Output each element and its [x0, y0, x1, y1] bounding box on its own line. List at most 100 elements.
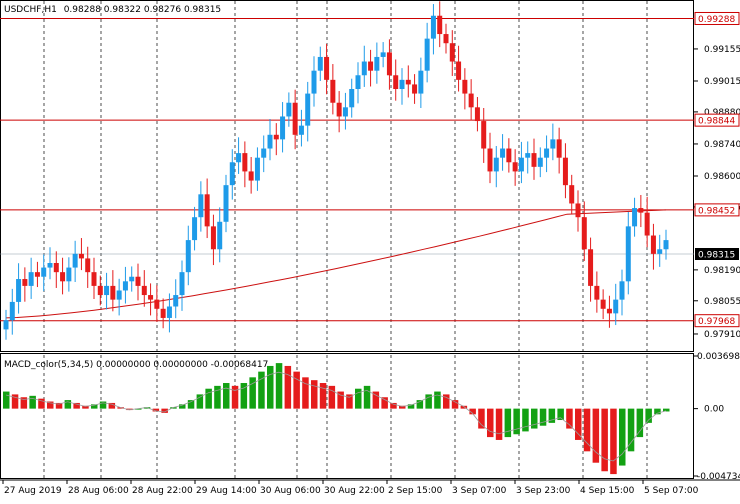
candle-body [292, 102, 298, 135]
level-price-tag [694, 11, 740, 25]
macd-bar [513, 408, 520, 435]
candle-body [569, 185, 575, 204]
candle-body [594, 285, 600, 300]
candle-body [129, 276, 135, 282]
candle-body [229, 162, 235, 186]
candle-body [487, 148, 493, 172]
macd-bar [319, 383, 327, 409]
candle-body [518, 157, 524, 172]
macd-bar [240, 383, 248, 409]
candle-body [456, 61, 462, 80]
macd-bar [11, 394, 19, 409]
macd-bar [478, 408, 485, 429]
time-tick-label: 27 Aug 2019 [4, 486, 62, 496]
candle-body [481, 121, 487, 149]
candle-body [72, 253, 78, 268]
candle-body [3, 320, 9, 330]
macd-bar [451, 400, 459, 409]
candle-body [298, 125, 304, 135]
level-price-label: 0.98844 [698, 117, 735, 127]
macd-bar [381, 397, 388, 409]
candle-body [116, 290, 122, 300]
macd-bar [249, 377, 256, 409]
macd-axis: 0.0036988 0.00 -0.004734 [694, 352, 740, 482]
candle-body [179, 272, 185, 296]
macd-bar [619, 408, 626, 466]
candle-body [41, 267, 47, 277]
macd-bar [663, 408, 670, 412]
macd-bar [487, 408, 494, 438]
time-tick-label: 3 Sep 07:00 [452, 486, 507, 496]
candlestick-series [3, 1, 669, 340]
macd-bar [179, 404, 186, 409]
macd-bar [425, 394, 432, 409]
candle-body [399, 79, 405, 89]
time-tick-label: 3 Sep 23:00 [516, 486, 571, 496]
price-panel-frame [0, 0, 694, 352]
candle-body [525, 153, 531, 158]
candle-body [185, 240, 191, 273]
macd-bar [601, 408, 608, 472]
macd-bar [636, 408, 644, 438]
macd-tick-label: 0.00 [704, 405, 724, 415]
candle-body [619, 281, 625, 300]
candle-body [544, 148, 550, 158]
candle-body [217, 221, 223, 250]
candle-body [468, 93, 474, 108]
macd-bar [258, 371, 265, 409]
macd-bar [592, 408, 600, 463]
candle-body [122, 281, 128, 291]
candle-body [632, 208, 638, 227]
macd-bar [522, 408, 529, 432]
candle-body [355, 75, 361, 89]
candle-body [462, 79, 468, 94]
macd-bar [196, 394, 204, 409]
macd-bar [152, 408, 160, 412]
candle-body [53, 263, 59, 273]
candle-body [28, 272, 34, 286]
macd-bar [460, 405, 468, 409]
candle-body [198, 194, 204, 218]
price-tick-label: 0.98600 [704, 172, 740, 182]
macd-bar [575, 408, 582, 440]
price-tick-label: 0.98740 [704, 140, 740, 150]
candle-body [66, 267, 72, 282]
candle-body [424, 38, 430, 71]
candle-body [141, 285, 147, 296]
time-tick-label: 28 Aug 06:00 [68, 486, 129, 496]
candle-body [562, 157, 568, 186]
macd-bar [434, 391, 441, 409]
price-tick-label: 0.99155 [704, 45, 740, 55]
macd-bar [135, 408, 142, 410]
macd-bar [284, 365, 292, 409]
symbol-label: USDCHF,H1 [4, 5, 57, 15]
macd-bar [170, 407, 177, 409]
candle-body [650, 235, 656, 254]
candle-body [324, 56, 330, 80]
macd-bar [47, 401, 54, 409]
candle-body [575, 203, 581, 218]
macd-bar [390, 402, 397, 409]
candle-body [248, 171, 254, 181]
candle-body [16, 279, 22, 302]
candle-body [330, 79, 336, 103]
candle-body [78, 253, 84, 259]
macd-bar [583, 408, 591, 452]
candle-body [588, 249, 594, 286]
level-price-tag [694, 203, 740, 217]
macd-bar [557, 408, 564, 421]
macd-bar [64, 400, 72, 409]
macd-tick-label: 0.0036988 [697, 352, 740, 362]
candle-body [657, 249, 663, 254]
candle-body [91, 272, 97, 286]
macd-bar [363, 385, 371, 409]
candle-body [638, 208, 644, 213]
candle-body [449, 43, 455, 62]
macd-bar [223, 383, 230, 409]
time-tick-label: 29 Aug 14:00 [196, 486, 257, 496]
candle-body [204, 194, 210, 227]
macd-bar [372, 391, 380, 409]
candle-body [280, 116, 286, 140]
